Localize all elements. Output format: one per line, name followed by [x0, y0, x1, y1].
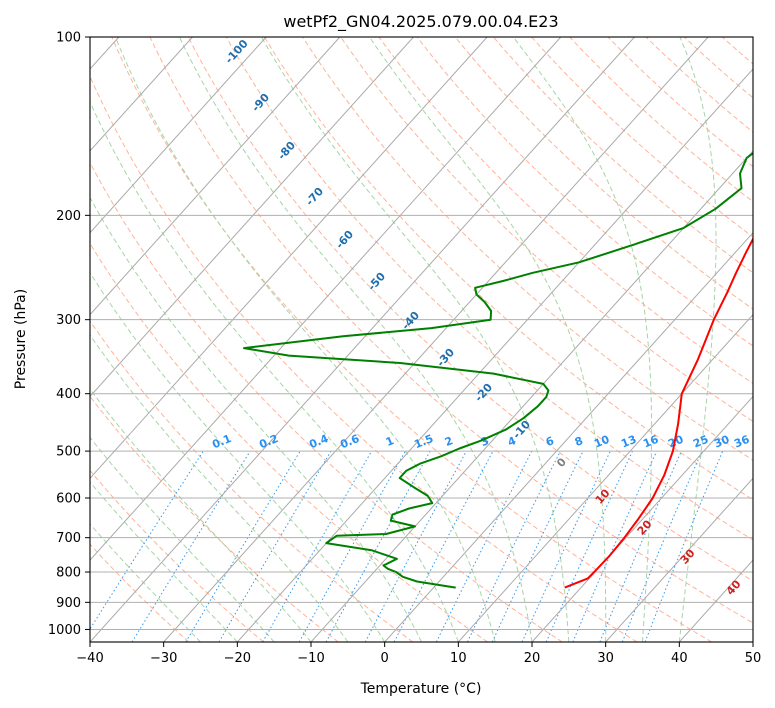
dry-adiabat-line: [416, 37, 753, 347]
mixing-ratio-line: [90, 450, 204, 630]
x-tick-label: −30: [150, 651, 177, 666]
x-tick-label: −10: [297, 651, 324, 666]
mixing-ratio-label: 25: [691, 433, 710, 451]
dry-adiabat-line: [454, 37, 753, 310]
isotherm-line: [605, 477, 753, 642]
isotherm-line: [90, 37, 341, 316]
moist-adiabat-line: [90, 523, 201, 642]
x-tick-label: 30: [597, 651, 614, 666]
dry-adiabat-line: [90, 161, 563, 642]
x-tick-label: 20: [524, 651, 541, 666]
x-tick-label: 10: [450, 651, 467, 666]
y-axis-label: Pressure (hPa): [13, 289, 29, 389]
y-tick-label: 200: [56, 209, 81, 224]
moist-adiabat-line: [90, 100, 459, 642]
y-tick-label: 700: [56, 531, 81, 546]
mixing-ratio-line: [325, 450, 431, 642]
moist-adiabat-line: [178, 37, 533, 642]
dry-adiabat-line: [264, 37, 753, 501]
moist-adiabat-line: [90, 481, 238, 642]
x-tick-label: 40: [671, 651, 688, 666]
moist-adiabat-line: [261, 37, 570, 642]
pressure-gridline-layer: [90, 37, 753, 630]
mixing-ratio-label: 8: [573, 434, 585, 449]
moist-adiabat-line: [90, 271, 386, 642]
y-tick-label: 500: [56, 445, 81, 460]
moist-adiabat-line: [90, 436, 275, 642]
y-tick-label: 800: [56, 566, 81, 581]
mixing-ratio-label: 16: [641, 433, 660, 451]
y-axis: 1000 900 800 700 600 500 400 300 200 100: [48, 31, 90, 638]
moist-adiabat-line: [90, 196, 422, 642]
chart-title: wetPf2_GN04.2025.079.00.04.E23: [283, 12, 558, 32]
mixing-ratio-label: 13: [619, 433, 638, 451]
y-tick-label: 1000: [48, 623, 81, 638]
mixing-ratio-label: 30: [712, 433, 731, 451]
y-tick-label: 900: [56, 596, 81, 611]
x-tick-label: 0: [381, 651, 389, 666]
mixing-ratio-line: [599, 450, 682, 642]
dry-adiabat-line: [90, 75, 638, 642]
background-line-layer: [90, 37, 753, 642]
mixing-ratio-label: 2: [443, 434, 455, 449]
isotherm-line: [90, 37, 267, 234]
dry-adiabat-line: [90, 469, 264, 642]
x-axis: −40 −30 −20 −10 0 10 20 30 40 50: [76, 642, 761, 666]
moist-adiabat-line: [90, 334, 349, 642]
y-tick-label: 300: [56, 313, 81, 328]
mixing-ratio-line: [298, 450, 406, 642]
moist-adiabat-line: [90, 388, 312, 642]
mixing-ratio-label: 36: [732, 433, 751, 451]
isotherm-line: [310, 150, 753, 642]
moist-adiabat-line: [512, 37, 653, 642]
y-tick-label: 600: [56, 492, 81, 507]
series-layer: [243, 151, 753, 589]
mixing-ratio-label: 3: [479, 434, 491, 449]
isotherm-line: [90, 37, 562, 561]
mixing-ratio-line: [621, 450, 703, 642]
x-axis-label: Temperature (°C): [360, 681, 482, 697]
isotherm-line: [90, 37, 635, 642]
isotherm-line: [90, 37, 488, 480]
mixing-ratio-line: [435, 450, 533, 642]
mixing-ratio-line: [364, 450, 467, 642]
dry-adiabat-line: [90, 242, 488, 642]
moist-adiabat-line: [678, 37, 717, 642]
moist-adiabat-line: [369, 37, 607, 642]
isotherm-line: [90, 37, 414, 398]
x-tick-label: 50: [745, 651, 762, 666]
mixing-ratio-line: [572, 450, 658, 642]
mixing-ratio-label: 10: [592, 433, 611, 451]
isotherm-line: [457, 313, 753, 642]
x-tick-label: −20: [224, 651, 251, 666]
moist-adiabat-line: [114, 37, 496, 642]
isotherm-line: [163, 37, 709, 642]
dry-adiabat-line: [340, 37, 753, 423]
x-tick-label: −40: [76, 651, 103, 666]
mixing-ratio-line: [644, 450, 724, 642]
mixing-ratio-label: 20: [666, 433, 685, 451]
isotherm-line: [384, 231, 753, 642]
mixing-ratio-line: [545, 450, 633, 642]
y-tick-label: 400: [56, 387, 81, 402]
dewpoint-profile-line: [243, 151, 753, 589]
dry-adiabat-line: [187, 37, 753, 582]
isotherm-line: [90, 37, 193, 152]
dry-adiabat-line: [149, 37, 753, 624]
temperature-profile-line: [564, 236, 753, 589]
mixing-ratio-label: 1: [384, 434, 396, 449]
plot-frame: [89, 36, 754, 643]
y-tick-label: 100: [56, 31, 81, 46]
